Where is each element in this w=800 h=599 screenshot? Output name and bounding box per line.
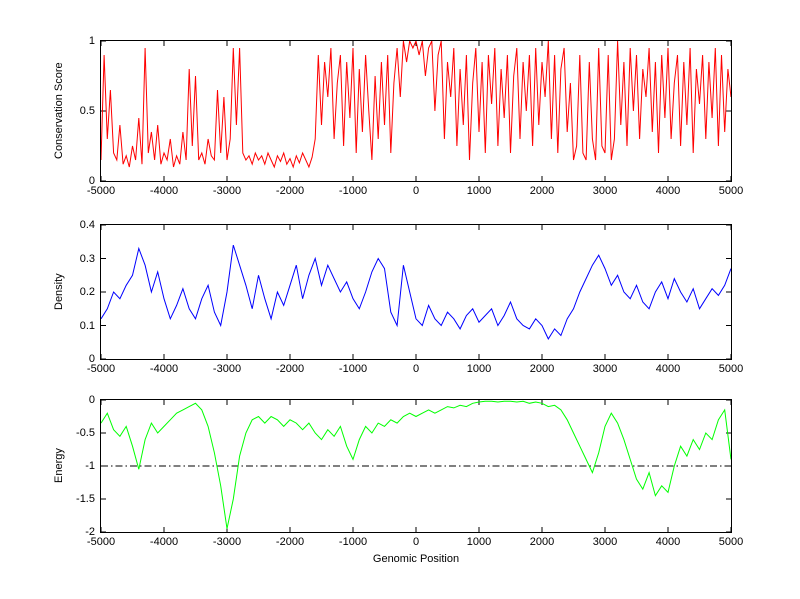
x-tick-label: 3000 — [592, 363, 618, 375]
x-tick-label: -1000 — [338, 363, 368, 375]
x-tick-label: -1000 — [338, 185, 368, 197]
x-tick-label: -5000 — [86, 536, 116, 548]
x-tick-label: 4000 — [655, 185, 681, 197]
x-tick-label: -3000 — [212, 536, 242, 548]
plot-area — [100, 224, 732, 360]
x-tick-label: 5000 — [718, 363, 744, 375]
data-line — [101, 244, 731, 340]
y-tick-label: 0.4 — [79, 219, 95, 231]
x-tick-label: -5000 — [86, 185, 116, 197]
x-tick-label: -3000 — [212, 363, 242, 375]
y-tick-label: -1.5 — [76, 493, 95, 505]
x-tick-label: 1000 — [466, 185, 492, 197]
x-tick-label: 0 — [412, 363, 420, 375]
x-tick-label: -5000 — [86, 363, 116, 375]
y-tick-label: 0.1 — [79, 319, 95, 332]
x-tick-label: 4000 — [655, 363, 681, 375]
y-axis-label: Energy — [53, 448, 65, 484]
x-tick-label: 4000 — [655, 536, 681, 548]
y-tick-label: 0 — [88, 175, 95, 187]
line-plot-svg — [101, 41, 731, 181]
x-tick-label: 1000 — [466, 536, 492, 548]
x-tick-label: 1000 — [466, 363, 492, 375]
x-tick-label: -2000 — [275, 363, 305, 375]
x-axis-label: Genomic Position — [372, 553, 460, 565]
x-tick-label: -4000 — [149, 363, 179, 375]
y-tick-label: 0.3 — [79, 252, 95, 265]
x-tick-label: -3000 — [212, 185, 242, 197]
data-line — [101, 400, 731, 529]
x-tick-label: -4000 — [149, 185, 179, 197]
plot-area — [100, 399, 732, 533]
y-tick-label: 0.5 — [79, 105, 95, 117]
line-plot-svg — [101, 400, 731, 532]
plot-area — [100, 40, 732, 182]
x-tick-label: -2000 — [275, 536, 305, 548]
y-tick-label: -0.5 — [76, 427, 95, 439]
x-tick-label: 0 — [412, 185, 420, 197]
x-tick-label: 2000 — [529, 363, 555, 375]
x-tick-label: -2000 — [275, 185, 305, 197]
y-tick-label: 0 — [88, 353, 95, 365]
x-tick-label: 5000 — [718, 536, 744, 548]
x-tick-label: 0 — [412, 536, 420, 548]
x-tick-label: 2000 — [529, 536, 555, 548]
y-tick-label: 0.2 — [79, 286, 95, 298]
line-plot-svg — [101, 225, 731, 359]
x-tick-label: 2000 — [529, 185, 555, 197]
x-tick-label: -1000 — [338, 536, 368, 548]
x-tick-label: 3000 — [592, 536, 618, 548]
y-tick-label: -1 — [85, 460, 95, 472]
y-tick-label: -2 — [85, 526, 95, 538]
x-tick-label: 5000 — [718, 185, 744, 197]
y-tick-label: 1 — [88, 35, 95, 47]
x-tick-label: 3000 — [592, 185, 618, 197]
y-tick-label: 0 — [88, 394, 95, 406]
data-line — [101, 41, 731, 169]
x-tick-label: -4000 — [149, 536, 179, 548]
